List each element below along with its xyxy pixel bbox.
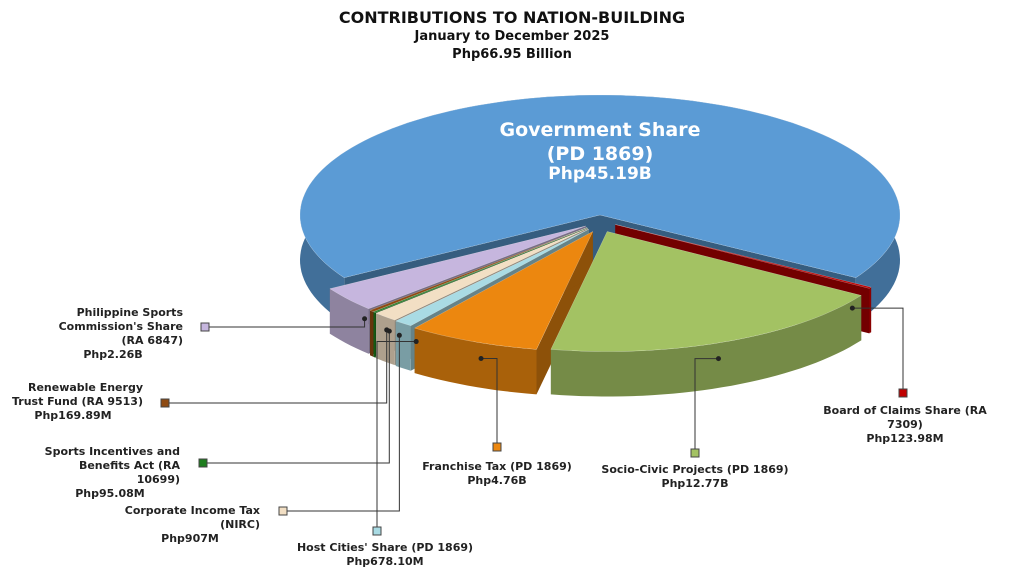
- slice: [414, 230, 594, 350]
- slice-side: [373, 311, 376, 358]
- chart-title: CONTRIBUTIONS TO NATION-BUILDING: [338, 8, 686, 27]
- slice-side: [395, 321, 411, 371]
- legend-marker: [198, 458, 208, 468]
- slice-side: [414, 328, 537, 395]
- value-label: Php4.76B: [467, 474, 527, 487]
- value-label: Php12.77B: [661, 477, 729, 490]
- value-label: Php169.89M: [34, 409, 112, 422]
- value-label: Php95.08M: [75, 487, 145, 500]
- slice-side: [869, 287, 872, 334]
- slice: [615, 224, 872, 289]
- value-label: Php2.26B: [83, 348, 143, 361]
- leader-line: [852, 307, 904, 393]
- slice-side: [550, 295, 862, 397]
- value-label: Php907M: [161, 532, 219, 545]
- category-label: Philippine Sports Commission's Share (RA…: [58, 306, 183, 347]
- legend-marker: [492, 442, 502, 452]
- leader-dot: [849, 305, 855, 311]
- slice: [395, 228, 590, 326]
- legend-marker: [160, 398, 170, 408]
- total-label: Php66.95 Billion: [452, 47, 572, 62]
- category-label: Board of Claims Share (RA 7309): [823, 404, 987, 431]
- value-label: Php123.98M: [866, 432, 944, 445]
- category-label: Sports Incentives and Benefits Act (RA 1…: [44, 445, 180, 486]
- slice-side: [329, 288, 369, 354]
- category-label: Host Cities' Share (PD 1869): [296, 541, 474, 554]
- slice: [369, 227, 588, 312]
- leader-dot: [384, 327, 390, 333]
- legend-marker: [372, 526, 382, 536]
- slice-side: [370, 310, 374, 357]
- legend-marker: [690, 448, 700, 458]
- slice-side: [376, 313, 395, 366]
- legend-marker: [200, 322, 210, 332]
- leader-line: [205, 318, 366, 328]
- leader-dot: [413, 339, 419, 345]
- category-label: Franchise Tax (PD 1869): [422, 460, 572, 473]
- leader-dot: [478, 355, 484, 361]
- slice: [329, 225, 586, 310]
- category-label: Renewable Energy Trust Fund (RA 9513): [11, 381, 143, 408]
- value-label: Php45.19B: [548, 164, 652, 184]
- leader-line: [694, 358, 719, 453]
- category-label: Corporate Income Tax (NIRC): [124, 504, 260, 531]
- leader-line: [283, 335, 400, 512]
- legend-marker: [278, 506, 288, 516]
- slice-label: Government Share (PD 1869): [499, 119, 701, 165]
- value-label: Php678.10M: [346, 555, 424, 568]
- leader-line: [203, 331, 390, 464]
- leader-dot: [396, 332, 402, 338]
- slice: [550, 231, 862, 352]
- leader-line: [481, 357, 498, 447]
- leader-line: [165, 329, 388, 404]
- slice: [375, 228, 588, 321]
- chart-subtitle: January to December 2025: [414, 29, 610, 44]
- leader-line: [376, 341, 417, 531]
- slice: [372, 227, 588, 313]
- category-label: Socio-Civic Projects (PD 1869): [601, 463, 789, 476]
- leader-dot: [362, 316, 368, 322]
- leader-dot: [715, 356, 721, 362]
- legend-marker: [898, 388, 908, 398]
- slice: [299, 94, 901, 278]
